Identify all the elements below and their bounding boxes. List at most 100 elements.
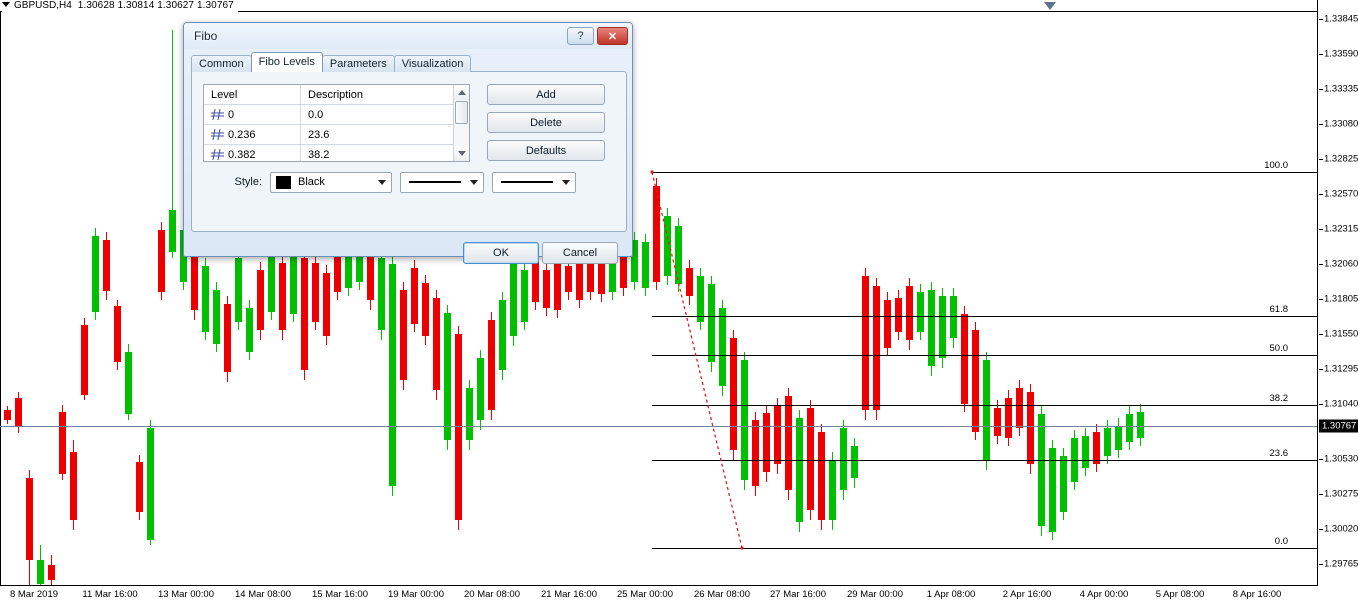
scroll-up-arrow-icon[interactable] (454, 85, 469, 100)
close-button[interactable]: ✕ (597, 27, 628, 45)
time-label: 8 Apr 16:00 (1232, 589, 1282, 600)
chevron-down-icon (378, 179, 386, 185)
candle-body (532, 260, 539, 302)
price-label: 1.33335 (1324, 83, 1358, 95)
caret-down-icon[interactable] (2, 1, 10, 7)
dialog-tabs[interactable]: Common Fibo Levels Parameters Visualization (191, 52, 472, 72)
cancel-button[interactable]: Cancel (542, 242, 618, 264)
candle-body (59, 412, 66, 474)
candlestick-series (4, 30, 1144, 585)
levels-table[interactable]: Level Description 0 0.0 0.236 23.6 0.382 38.2 (204, 85, 453, 161)
time-label: 27 Mar 16:00 (770, 589, 826, 600)
price-tick (1319, 229, 1323, 230)
column-header-level: Level (204, 85, 301, 104)
dialog-titlebar[interactable]: Fibo ? ✕ (184, 23, 632, 49)
candle-body (675, 226, 682, 284)
table-row[interactable]: 0 0.0 (204, 105, 453, 125)
price-label: 1.30530 (1324, 453, 1358, 465)
fibo-properties-dialog[interactable]: Fibo ? ✕ Common Fibo Levels Parameters Visu… (183, 22, 633, 264)
fibonacci-level-line[interactable] (652, 316, 1317, 317)
help-button[interactable]: ? (567, 27, 594, 45)
candle-wick (172, 30, 173, 258)
color-select[interactable]: Black (270, 171, 392, 193)
price-label: 1.30020 (1324, 523, 1358, 535)
chevron-down-icon (562, 179, 570, 185)
candle-body (752, 420, 759, 486)
price-label: 1.33845 (1324, 13, 1358, 25)
time-scale[interactable]: 8 Mar 2019 11 Mar 16:00 13 Mar 00:00 14 Mar… (0, 587, 1318, 607)
table-row[interactable]: 0.382 38.2 (204, 145, 453, 161)
scrollbar-thumb[interactable] (455, 101, 468, 124)
candle-body (15, 398, 22, 427)
candle-body (554, 264, 561, 310)
fibonacci-level-line[interactable] (652, 405, 1317, 406)
candle-body (235, 258, 242, 322)
level-line-icon (211, 129, 224, 140)
time-label: 2 Apr 16:00 (1002, 589, 1052, 600)
price-tick (1319, 459, 1323, 460)
price-tick (1319, 54, 1323, 55)
price-scale[interactable]: 1.33845 1.33590 1.33335 1.33080 1.32825 1.325… (1319, 0, 1358, 586)
candle-body (224, 304, 231, 372)
fibonacci-level-label: 38.2 (1269, 393, 1289, 404)
line-style-select[interactable] (492, 171, 576, 193)
candle-body (1093, 432, 1100, 464)
delete-button[interactable]: Delete (487, 112, 605, 133)
levels-table-container[interactable]: Level Description 0 0.0 0.236 23.6 0.382 38.2 (203, 84, 470, 162)
candle-body (708, 284, 715, 362)
price-tick (1319, 194, 1323, 195)
candle-body (455, 334, 462, 520)
candle-body (950, 296, 957, 338)
current-price-line (0, 426, 1317, 427)
tab-parameters[interactable]: Parameters (321, 55, 395, 72)
candle-body (686, 268, 693, 296)
candle-body (642, 242, 649, 288)
fibonacci-level-line[interactable] (652, 172, 1317, 173)
cell-description: 23.6 (308, 128, 330, 141)
fibonacci-level-line[interactable] (652, 355, 1317, 356)
candle-body (268, 248, 275, 312)
time-label: 21 Mar 16:00 (541, 589, 597, 600)
fibonacci-level-line[interactable] (652, 460, 1317, 461)
candle-body (840, 428, 847, 490)
defaults-button[interactable]: Defaults (487, 140, 605, 161)
line-width-select[interactable] (400, 171, 484, 193)
price-tick (1319, 564, 1323, 565)
price-label: 1.32060 (1324, 258, 1358, 270)
candle-body (37, 560, 44, 584)
fibonacci-level-label: 50.0 (1269, 343, 1289, 354)
table-row[interactable]: 0.236 23.6 (204, 125, 453, 145)
time-label: 19 Mar 00:00 (388, 589, 444, 600)
candle-body (422, 283, 429, 336)
candle-body (1038, 414, 1045, 526)
ok-button[interactable]: OK (463, 242, 539, 264)
candle-body (70, 452, 77, 520)
dialog-title: Fibo (194, 29, 218, 43)
price-label: 1.33080 (1324, 118, 1358, 130)
price-tick (1319, 334, 1323, 335)
time-label: 1 Apr 08:00 (926, 589, 976, 600)
symbol-timeframe-label: GBPUSD,H4 (14, 0, 72, 11)
table-header-row: Level Description (204, 85, 453, 105)
candle-body (4, 410, 11, 420)
add-button[interactable]: Add (487, 84, 605, 105)
tab-visualization[interactable]: Visualization (393, 55, 472, 72)
candle-body (125, 352, 132, 414)
levels-scrollbar[interactable] (453, 85, 469, 161)
candle-body (191, 244, 198, 310)
price-label: 1.31295 (1324, 363, 1358, 375)
price-tick (1319, 494, 1323, 495)
candle-body (576, 258, 583, 300)
fibonacci-level-line[interactable] (652, 548, 1317, 549)
candle-body (620, 244, 627, 288)
candle-body (829, 460, 836, 520)
tab-common[interactable]: Common (191, 55, 252, 72)
fibo-levels-panel: Level Description 0 0.0 0.236 23.6 0.382 38.2… (191, 71, 627, 232)
candle-body (928, 290, 935, 366)
candle-body (400, 290, 407, 380)
candle-body (499, 300, 506, 370)
tab-fibo-levels[interactable]: Fibo Levels (250, 52, 323, 72)
time-label: 20 Mar 08:00 (464, 589, 520, 600)
scroll-down-arrow-icon[interactable] (454, 146, 469, 161)
